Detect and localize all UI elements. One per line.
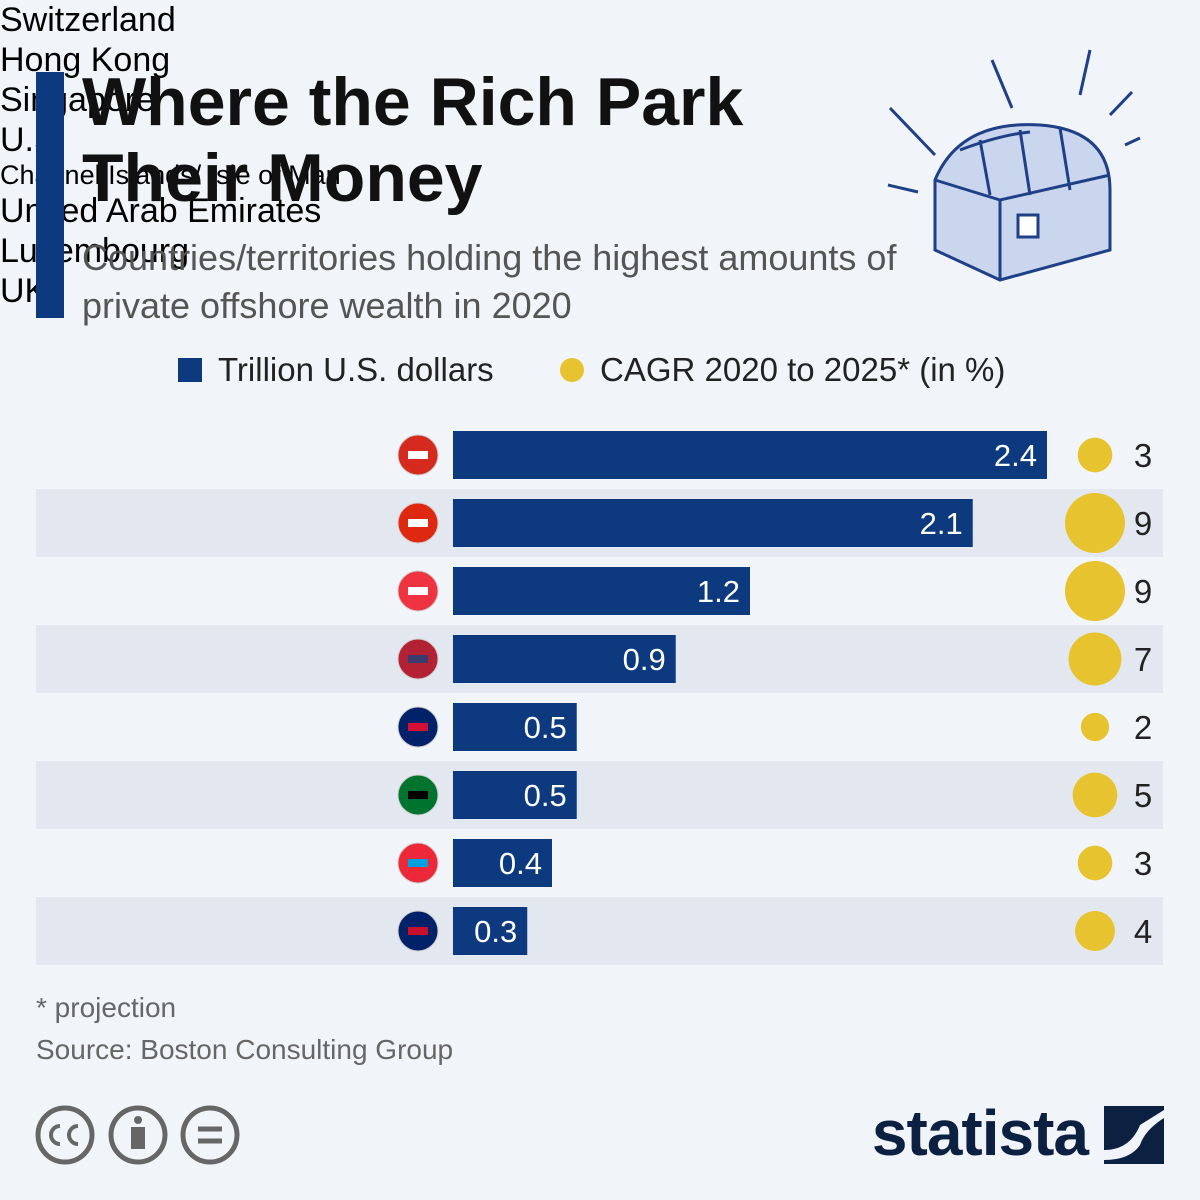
bar-value-label: 1.2 <box>697 574 740 609</box>
brand-mark <box>1104 1106 1164 1164</box>
bar <box>453 431 1047 479</box>
bubble <box>1068 632 1122 686</box>
accent-bar <box>36 72 64 318</box>
bubble <box>1075 911 1115 951</box>
brand: statista <box>871 1097 1089 1169</box>
category-label: Switzerland <box>0 1 176 39</box>
legend-label: CAGR 2020 to 2025* (in %) <box>600 351 1005 388</box>
bubble <box>1065 561 1125 621</box>
chart-title: Where the Rich Park Their Money <box>82 64 744 216</box>
flag-detail <box>408 451 428 459</box>
category-label: Luxembourg <box>0 232 190 270</box>
chart-subtitle: Countries/territories holding the highes… <box>82 237 897 326</box>
bubble-value-label: 3 <box>1134 437 1152 474</box>
bubble <box>1080 712 1110 742</box>
flag-detail <box>408 927 428 935</box>
source: Source: Boston Consulting Group <box>36 1034 454 1065</box>
bar <box>453 567 750 615</box>
bar-value-label: 0.4 <box>499 846 542 881</box>
bubble-value-label: 9 <box>1134 573 1152 610</box>
bar <box>453 907 528 955</box>
bar <box>453 499 973 547</box>
bar <box>453 839 552 887</box>
bubble-value-label: 9 <box>1134 505 1152 542</box>
bar-value-label: 2.1 <box>920 506 963 541</box>
flag-detail <box>408 859 428 867</box>
bar-value-label: 0.5 <box>524 710 567 745</box>
bubble-value-label: 3 <box>1134 845 1152 882</box>
bar-value-label: 0.5 <box>524 778 567 813</box>
bar-value-label: 0.9 <box>623 642 666 677</box>
row-band <box>36 761 1163 829</box>
bubble-value-label: 4 <box>1134 913 1152 950</box>
legend-label: Trillion U.S. dollars <box>218 351 494 388</box>
bar <box>453 703 577 751</box>
legend-swatch <box>178 358 202 382</box>
bubble <box>1072 772 1118 818</box>
row-band <box>36 897 1163 965</box>
flag-detail <box>408 655 428 663</box>
bubble <box>1077 845 1113 881</box>
license-icons <box>35 1105 240 1165</box>
flag-detail <box>408 723 428 731</box>
bubble-value-label: 5 <box>1134 777 1152 814</box>
category-label: Hong Kong <box>0 41 171 79</box>
category-label: Singapore <box>0 81 156 119</box>
bubble <box>1077 437 1113 473</box>
legend-swatch <box>560 358 584 382</box>
bar <box>453 771 577 819</box>
bubble-value-label: 2 <box>1134 709 1152 746</box>
flag-detail <box>408 791 428 799</box>
footnote: * projection <box>36 992 177 1023</box>
bubble-value-label: 7 <box>1134 641 1152 678</box>
flag-detail <box>408 587 428 595</box>
bar-value-label: 0.3 <box>474 914 517 949</box>
bar <box>453 635 676 683</box>
treasure-chest <box>887 49 1141 282</box>
flag-detail <box>408 519 428 527</box>
bubble <box>1065 493 1125 553</box>
bar-value-label: 2.4 <box>994 438 1037 473</box>
